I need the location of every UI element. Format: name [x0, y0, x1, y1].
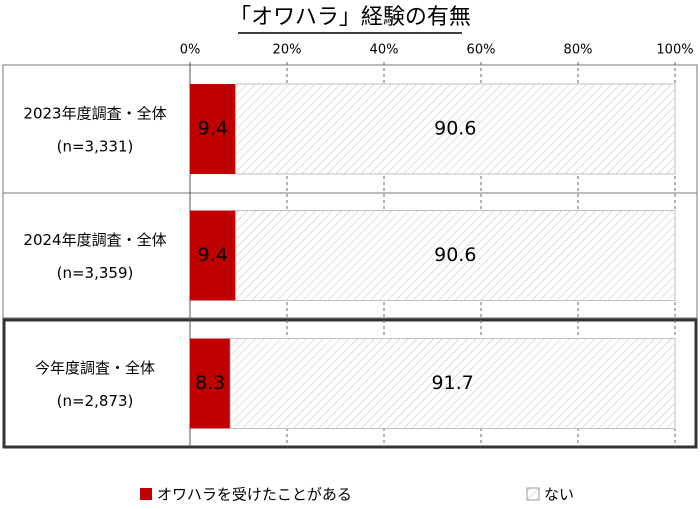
- value-label: 8.3: [195, 372, 225, 394]
- row-frame: [2, 192, 698, 319]
- category-label: 2024年度調査・全体: [23, 231, 166, 249]
- bar-segment: [190, 84, 236, 174]
- row-frame: [2, 318, 698, 449]
- chart-title: 「オワハラ」経験の有無: [229, 5, 471, 30]
- value-label: 9.4: [198, 118, 228, 140]
- category-label: 2023年度調査・全体: [23, 105, 166, 123]
- x-tick-label: 0%: [180, 43, 201, 58]
- x-tick-label: 20%: [273, 43, 302, 58]
- category-note: (n=2,873): [57, 392, 134, 410]
- value-label: 9.4: [198, 244, 228, 266]
- value-label: 90.6: [434, 244, 476, 266]
- legend-swatch: [526, 487, 540, 501]
- category-note: (n=3,331): [57, 138, 134, 156]
- category-note: (n=3,359): [57, 264, 134, 282]
- bar-segment: [190, 338, 231, 429]
- bar-segment: [235, 83, 676, 175]
- category-label: 今年度調査・全体: [35, 359, 155, 377]
- x-tick-label: 60%: [467, 43, 496, 58]
- x-tick-label: 100%: [656, 43, 693, 58]
- legend-label: ない: [544, 486, 574, 504]
- legend-swatch: [140, 488, 152, 500]
- value-label: 90.6: [434, 118, 476, 140]
- bar-segment: [235, 210, 676, 301]
- x-tick-label: 40%: [370, 43, 399, 58]
- value-label: 91.7: [431, 372, 473, 394]
- bar-segment: [190, 210, 236, 301]
- legend-label: オワハラを受けたことがある: [157, 486, 352, 504]
- x-tick-label: 80%: [564, 43, 593, 58]
- bar-segment: [229, 338, 676, 429]
